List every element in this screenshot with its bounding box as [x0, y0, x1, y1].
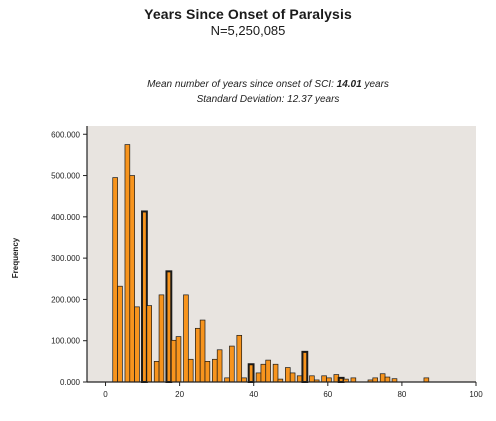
- histogram-bar: [247, 363, 255, 383]
- x-tick-label: 60: [323, 390, 332, 399]
- histogram-bar: [236, 334, 243, 383]
- histogram-bar: [326, 377, 332, 383]
- histogram-bar: [183, 294, 189, 383]
- x-tick-label: 40: [249, 390, 258, 399]
- y-axis-title: Frequency: [11, 237, 20, 278]
- histogram-bar: [337, 376, 345, 383]
- mean-annotation-suffix: years: [361, 79, 389, 90]
- histogram-bar: [170, 339, 177, 383]
- histogram-bar: [204, 361, 211, 383]
- mean-annotation-prefix: Mean number of years since onset of SCI:: [147, 79, 337, 90]
- histogram-bar: [175, 336, 182, 383]
- y-tick-label: 600.000: [51, 130, 80, 139]
- histogram-bar: [321, 375, 327, 383]
- y-tick-label: 300.000: [51, 254, 80, 263]
- histogram-bar: [153, 361, 160, 383]
- histogram-bar: [146, 305, 153, 383]
- histogram-bar: [241, 377, 247, 383]
- mean-annotation: Mean number of years since onset of SCI:…: [0, 79, 496, 90]
- chart-title: Years Since Onset of Paralysis: [144, 6, 352, 22]
- histogram-bar: [229, 345, 235, 383]
- histogram-bar: [301, 350, 309, 383]
- histogram-bar: [265, 359, 271, 383]
- y-tick-label: 0.000: [60, 378, 81, 387]
- histogram-bar: [187, 358, 194, 383]
- histogram-bar: [112, 177, 118, 383]
- y-tick-label: 500.000: [51, 172, 80, 181]
- chart-subtitle: N=5,250,085: [210, 23, 286, 38]
- histogram-bar: [134, 306, 140, 383]
- histogram-bar: [141, 210, 148, 383]
- x-tick-label: 20: [175, 390, 184, 399]
- x-tick-label: 0: [103, 390, 108, 399]
- histogram-bar: [216, 349, 223, 383]
- histogram-bar: [372, 377, 378, 383]
- histogram-bar: [199, 319, 206, 383]
- y-tick-label: 100.000: [51, 337, 80, 346]
- histogram-bar: [165, 270, 173, 383]
- histogram-bar: [117, 285, 123, 383]
- sd-annotation: Standard Deviation: 12.37 years: [196, 94, 340, 105]
- histogram-bar: [296, 375, 303, 383]
- histogram-bar: [224, 377, 230, 383]
- x-tick-label: 100: [469, 390, 483, 399]
- histogram-bar: [285, 367, 291, 383]
- histogram-bar: [309, 375, 315, 383]
- histogram-bar: [195, 327, 201, 383]
- histogram-bar: [212, 358, 218, 383]
- histogram-bar: [350, 377, 357, 383]
- histogram-bar: [129, 175, 135, 383]
- histogram-bar: [379, 373, 386, 383]
- y-axis: 0.000 100.000 200.000 300.000 400.000 500.000…: [51, 130, 87, 387]
- histogram-bar: [124, 144, 131, 383]
- histogram-bar: [384, 376, 391, 383]
- histogram-bar: [423, 377, 430, 383]
- y-tick-label: 200.000: [51, 295, 80, 304]
- x-tick-label: 80: [397, 390, 406, 399]
- x-axis: 0 20 40 60 80 100: [103, 382, 483, 399]
- histogram-bar: [255, 372, 262, 383]
- y-tick-label: 400.000: [51, 213, 80, 222]
- histogram-bar: [158, 294, 165, 383]
- histogram-bar: [260, 363, 267, 383]
- histogram-bar: [289, 372, 296, 383]
- mean-annotation-value: 14.01: [336, 79, 362, 90]
- histogram-bar: [272, 363, 279, 383]
